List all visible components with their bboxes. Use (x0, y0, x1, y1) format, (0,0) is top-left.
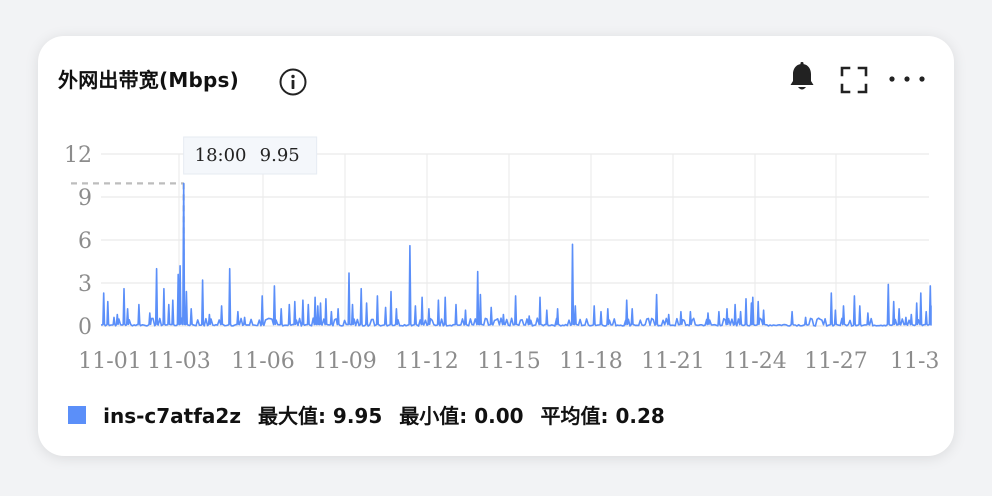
x-tick-label: 11-24 (723, 349, 786, 374)
legend-series-name: ins-c7atfa2z (103, 404, 241, 428)
y-tick-label: 0 (78, 315, 92, 340)
legend-max: 最大值: 9.95 (257, 404, 383, 428)
x-tick-label: 11-21 (641, 349, 704, 374)
x-tick-label: 11-01 (78, 349, 141, 374)
bell-icon[interactable] (788, 62, 816, 94)
more-icon[interactable] (887, 72, 927, 86)
x-tick-label: 11-06 (231, 349, 294, 374)
y-tick-label: 9 (78, 186, 92, 211)
legend-swatch (68, 405, 86, 424)
tooltip-time: 18:00 (195, 145, 247, 166)
x-tick-label: 11-15 (477, 349, 540, 374)
bandwidth-line-chart: 0 3 6 9 12 11-01 11-03 11-06 11-09 11-12 11-15 11-… (64, 136, 939, 374)
y-tick-label: 6 (78, 229, 92, 254)
series-line (100, 182, 932, 327)
y-tick-label: 3 (78, 272, 92, 297)
x-tick-label: 11-3 (890, 349, 939, 374)
legend[interactable]: ins-c7atfa2z 最大值: 9.95 最小值: 0.00 平均值: 0.… (68, 400, 665, 430)
tooltip: 18:00 9.95 (183, 136, 318, 175)
x-tick-label: 11-03 (147, 349, 210, 374)
legend-min: 最小值: 0.00 (399, 404, 524, 428)
x-tick-label: 11-09 (313, 349, 376, 374)
chart-title: 外网出带宽(Mbps) (58, 68, 239, 92)
tooltip-value: 9.95 (260, 145, 300, 166)
info-icon[interactable] (278, 67, 308, 97)
x-tick-label: 11-12 (395, 349, 458, 374)
legend-avg: 平均值: 0.28 (540, 404, 665, 428)
y-tick-label: 12 (64, 143, 92, 168)
x-tick-label: 11-27 (804, 349, 867, 374)
bandwidth-card: 外网出带宽(Mbps) 0 3 6 9 12 11-01 11-03 11-06 11-09 1… (38, 36, 954, 456)
expand-icon[interactable] (839, 65, 869, 95)
x-tick-label: 11-18 (559, 349, 622, 374)
